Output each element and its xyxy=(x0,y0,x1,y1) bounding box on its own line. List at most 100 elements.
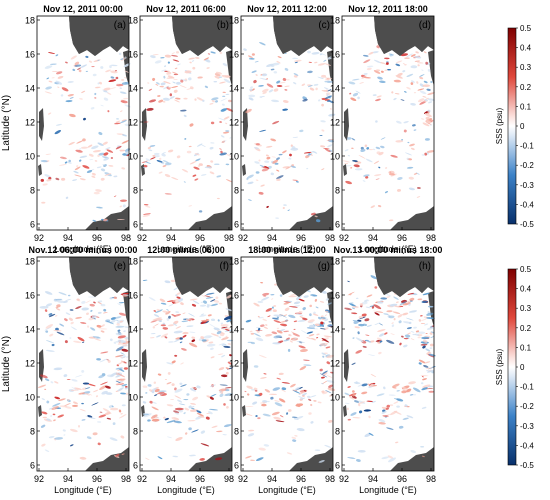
x-tick-label: 92 xyxy=(34,233,44,243)
x-axis-label: Longitude (°E) xyxy=(54,244,112,254)
y-tick-label: 18 xyxy=(229,257,239,267)
y-tick-label: 12 xyxy=(128,359,138,369)
colorbar: 0.5 0.4 0.3 0.2 0.1 0 -0.1 -0.2 -0.3 -0.4 -0.5 SSS … xyxy=(495,265,534,470)
y-tick-label: 16 xyxy=(229,291,239,301)
y-tick-label: 14 xyxy=(128,84,138,94)
land-nicobar xyxy=(38,405,42,417)
x-axis-label: Longitude (°E) xyxy=(359,244,417,254)
y-axis-label: Latitude (°N) xyxy=(1,95,12,151)
x-tick-label: 94 xyxy=(267,233,277,243)
y-tick-label: 8 xyxy=(133,186,138,196)
colorbar-tick-label: -0.5 xyxy=(520,461,534,470)
y-tick-label: 6 xyxy=(30,220,35,230)
land-myanmar xyxy=(374,16,434,56)
land-sumatra xyxy=(188,206,232,230)
y-tick-label: 8 xyxy=(30,186,35,196)
y-tick-label: 12 xyxy=(229,118,239,128)
x-tick-label: 96 xyxy=(195,474,205,484)
y-tick-label: 12 xyxy=(330,359,340,369)
y-tick-label: 14 xyxy=(330,325,340,335)
land-sumatra xyxy=(85,206,129,230)
colorbar-tick-label: 0 xyxy=(520,122,525,131)
y-tick-label: 8 xyxy=(30,427,35,437)
map-panel: Nov 12, 2011 00:00 (a) 18 16 14 12 10 8 6 92 94 96 9… xyxy=(25,4,131,254)
x-axis-label: Longitude (°E) xyxy=(54,485,112,495)
panel-title: Nov 12, 2011 06:00 xyxy=(146,4,226,14)
y-tick-label: 14 xyxy=(229,84,239,94)
land-andaman xyxy=(243,108,248,141)
panel-frame xyxy=(240,256,334,472)
y-tick-label: 18 xyxy=(229,16,239,26)
y-tick-label: 12 xyxy=(25,118,35,128)
colorbar-tick-label: 0 xyxy=(520,363,525,372)
y-tick-label: 18 xyxy=(25,16,35,26)
panel-frame xyxy=(240,15,334,231)
y-tick-label: 18 xyxy=(330,16,340,26)
colorbar-tick-label: -0.3 xyxy=(520,422,534,431)
x-axis-label: Longitude (°E) xyxy=(157,244,215,254)
panel-letter: (d) xyxy=(419,20,431,31)
colorbar-label: SSS (psu) xyxy=(495,107,504,144)
colorbar-tick-label: 0.2 xyxy=(520,324,532,333)
land-sumatra xyxy=(390,447,434,471)
x-tick-label: 92 xyxy=(238,233,248,243)
colorbar-tick-label: -0.2 xyxy=(520,161,534,170)
panel-letter: (g) xyxy=(318,261,330,272)
land-nicobar xyxy=(242,164,246,176)
panel-title: 18:00 minus 12:00 xyxy=(248,245,326,255)
panel-title: Nov.12 06:00 minus 00:00 xyxy=(29,245,138,255)
y-tick-label: 12 xyxy=(229,359,239,369)
y-tick-label: 16 xyxy=(25,50,35,60)
land-myanmar xyxy=(172,16,232,56)
x-tick-label: 98 xyxy=(325,233,335,243)
x-axis-label: Longitude (°E) xyxy=(157,485,215,495)
y-tick-label: 6 xyxy=(335,461,340,471)
x-tick-label: 94 xyxy=(166,233,176,243)
x-tick-label: 98 xyxy=(121,233,131,243)
x-tick-label: 98 xyxy=(426,474,436,484)
land-sumatra xyxy=(390,206,434,230)
x-axis-label: Longitude (°E) xyxy=(359,485,417,495)
x-tick-label: 96 xyxy=(92,474,102,484)
colorbar-tick-label: 0.3 xyxy=(520,63,532,72)
y-tick-label: 14 xyxy=(330,84,340,94)
colorbar-tick-label: 0.1 xyxy=(520,102,532,111)
x-tick-label: 92 xyxy=(238,474,248,484)
panel-letter: (h) xyxy=(419,261,431,272)
y-tick-label: 12 xyxy=(25,359,35,369)
land-myanmar xyxy=(374,257,434,297)
y-tick-label: 14 xyxy=(25,325,35,335)
land-andaman xyxy=(344,349,349,382)
panel-letter: (a) xyxy=(114,20,126,31)
land-sumatra xyxy=(289,206,333,230)
colorbar-tick-label: -0.3 xyxy=(520,181,534,190)
y-tick-label: 6 xyxy=(234,220,239,230)
land-nicobar xyxy=(343,405,347,417)
y-tick-label: 14 xyxy=(229,325,239,335)
x-tick-label: 94 xyxy=(166,474,176,484)
y-tick-label: 8 xyxy=(335,186,340,196)
y-tick-label: 10 xyxy=(330,152,340,162)
x-tick-label: 92 xyxy=(137,233,147,243)
x-tick-label: 94 xyxy=(267,474,277,484)
panel-frame xyxy=(36,15,130,231)
land-nicobar xyxy=(38,164,42,176)
colorbar-tick-label: 0.5 xyxy=(520,265,532,274)
x-tick-label: 96 xyxy=(92,233,102,243)
y-tick-label: 18 xyxy=(128,16,138,26)
x-tick-label: 92 xyxy=(34,474,44,484)
map-panel: Nov.13 00:00 minus 18:00 (h) 18 16 14 12 10 8 6 9… xyxy=(330,245,442,495)
panel-frame xyxy=(341,256,435,472)
panel-frame xyxy=(139,15,233,231)
colorbar-tick-label: 0.4 xyxy=(520,44,532,53)
x-tick-label: 94 xyxy=(368,233,378,243)
x-tick-label: 98 xyxy=(121,474,131,484)
map-panel: Nov 12, 2011 06:00 (b) 18 16 14 12 10 8 6 92 94 96 9… xyxy=(128,4,234,254)
y-tick-label: 8 xyxy=(133,427,138,437)
x-tick-label: 92 xyxy=(137,474,147,484)
colorbar-tick-label: 0.4 xyxy=(520,285,532,294)
y-tick-label: 14 xyxy=(25,84,35,94)
land-myanmar xyxy=(69,257,129,297)
